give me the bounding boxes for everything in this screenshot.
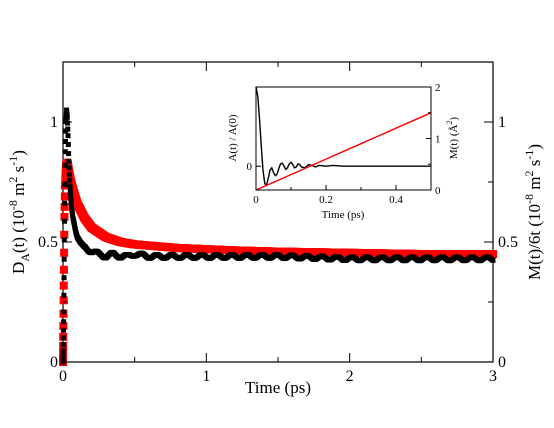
inset-x-tick-label: 0.2 [319,194,333,206]
main-red-point [60,248,69,257]
inset-series-line-1 [255,112,432,191]
main-black-point [61,319,67,325]
main-black-point [61,256,67,262]
main-x-tick-label: 0 [59,368,67,385]
main-black-point [65,142,71,148]
main-black-point [64,114,70,120]
main-black-point [62,200,68,206]
main-x-tick-label: 1 [202,368,210,385]
main-black-point [67,177,73,183]
main-red-point [60,230,69,239]
main-black-point [67,183,73,189]
main-black-point [60,335,66,341]
main-red-point [59,296,68,305]
main-series-0 [60,107,496,365]
inset-ticks-group: 0 0.2 0.4 0 0 1 2 [247,82,442,206]
main-black-point [62,149,68,155]
main-black-point [62,162,68,168]
main-red-point [61,174,70,183]
main-black-point [62,182,68,188]
main-black-point [65,133,71,139]
main-black-point [65,120,71,126]
main-black-point [60,348,66,354]
main-red-point [489,250,497,258]
main-black-point [490,257,496,263]
inset-y-axis-title-right: M(t) (Å2) [445,117,460,160]
main-x-tick-label: 2 [346,368,354,385]
main-red-point [59,321,68,330]
main-y-right-tick-label: 0 [498,354,506,371]
main-black-point [61,309,67,315]
main-y-left-tick-label: 0 [50,354,58,371]
main-black-point [66,158,72,164]
inset-x-tick-label: 0 [253,194,259,206]
inset-series-group [255,86,432,191]
main-y-right-tick-label: 0.5 [498,234,518,251]
main-y-left-tick-label: 0.5 [38,234,58,251]
main-red-point [59,281,68,290]
main-black-point [60,342,66,348]
main-black-point [62,218,68,224]
main-ticks-group: 0 1 2 30 00.5 0.51 1 [38,62,518,385]
main-y-left-tick-label: 1 [50,114,58,131]
main-black-point [67,188,73,194]
inset-series-line-0 [255,86,431,187]
main-black-point [61,237,67,243]
main-y-axis-title-left: DA(t) (10-8 m2 s-1) [6,150,32,274]
main-black-point [65,126,71,132]
main-y-axis-title-right: M(t)/6t (10-8 m2 s-1) [522,144,544,280]
main-black-point [68,196,74,202]
inset-y-right-tick-label: 2 [435,82,441,94]
main-x-axis-title: Time (ps) [245,378,311,397]
main-black-point [61,292,67,298]
inset-y-right-tick-label: 1 [435,134,441,146]
inset-x-axis-title: Time (ps) [322,209,365,221]
main-black-point [68,192,74,198]
inset-y-right-tick-label: 0 [435,185,441,197]
main-black-point [66,151,72,157]
main-x-tick-label: 3 [489,368,497,385]
main-series-group [59,107,497,366]
inset-x-tick-label: 0.4 [389,194,403,206]
main-red-point [60,212,69,221]
main-red-point [59,265,68,274]
main-black-point [66,171,72,177]
main-black-point [69,204,75,210]
main-black-point [68,200,74,206]
main-black-point [60,327,66,333]
main-y-right-tick-label: 1 [498,114,506,131]
main-black-point [62,139,68,145]
main-red-point [60,192,69,201]
inset-plot-background [256,87,431,190]
inset-y-axis-title-left: A(t) / A(0) [227,114,239,161]
inset-y-left-tick-label: 0 [247,161,253,173]
main-red-point [60,202,69,211]
main-black-point [66,165,72,171]
main-black-point [61,275,67,281]
